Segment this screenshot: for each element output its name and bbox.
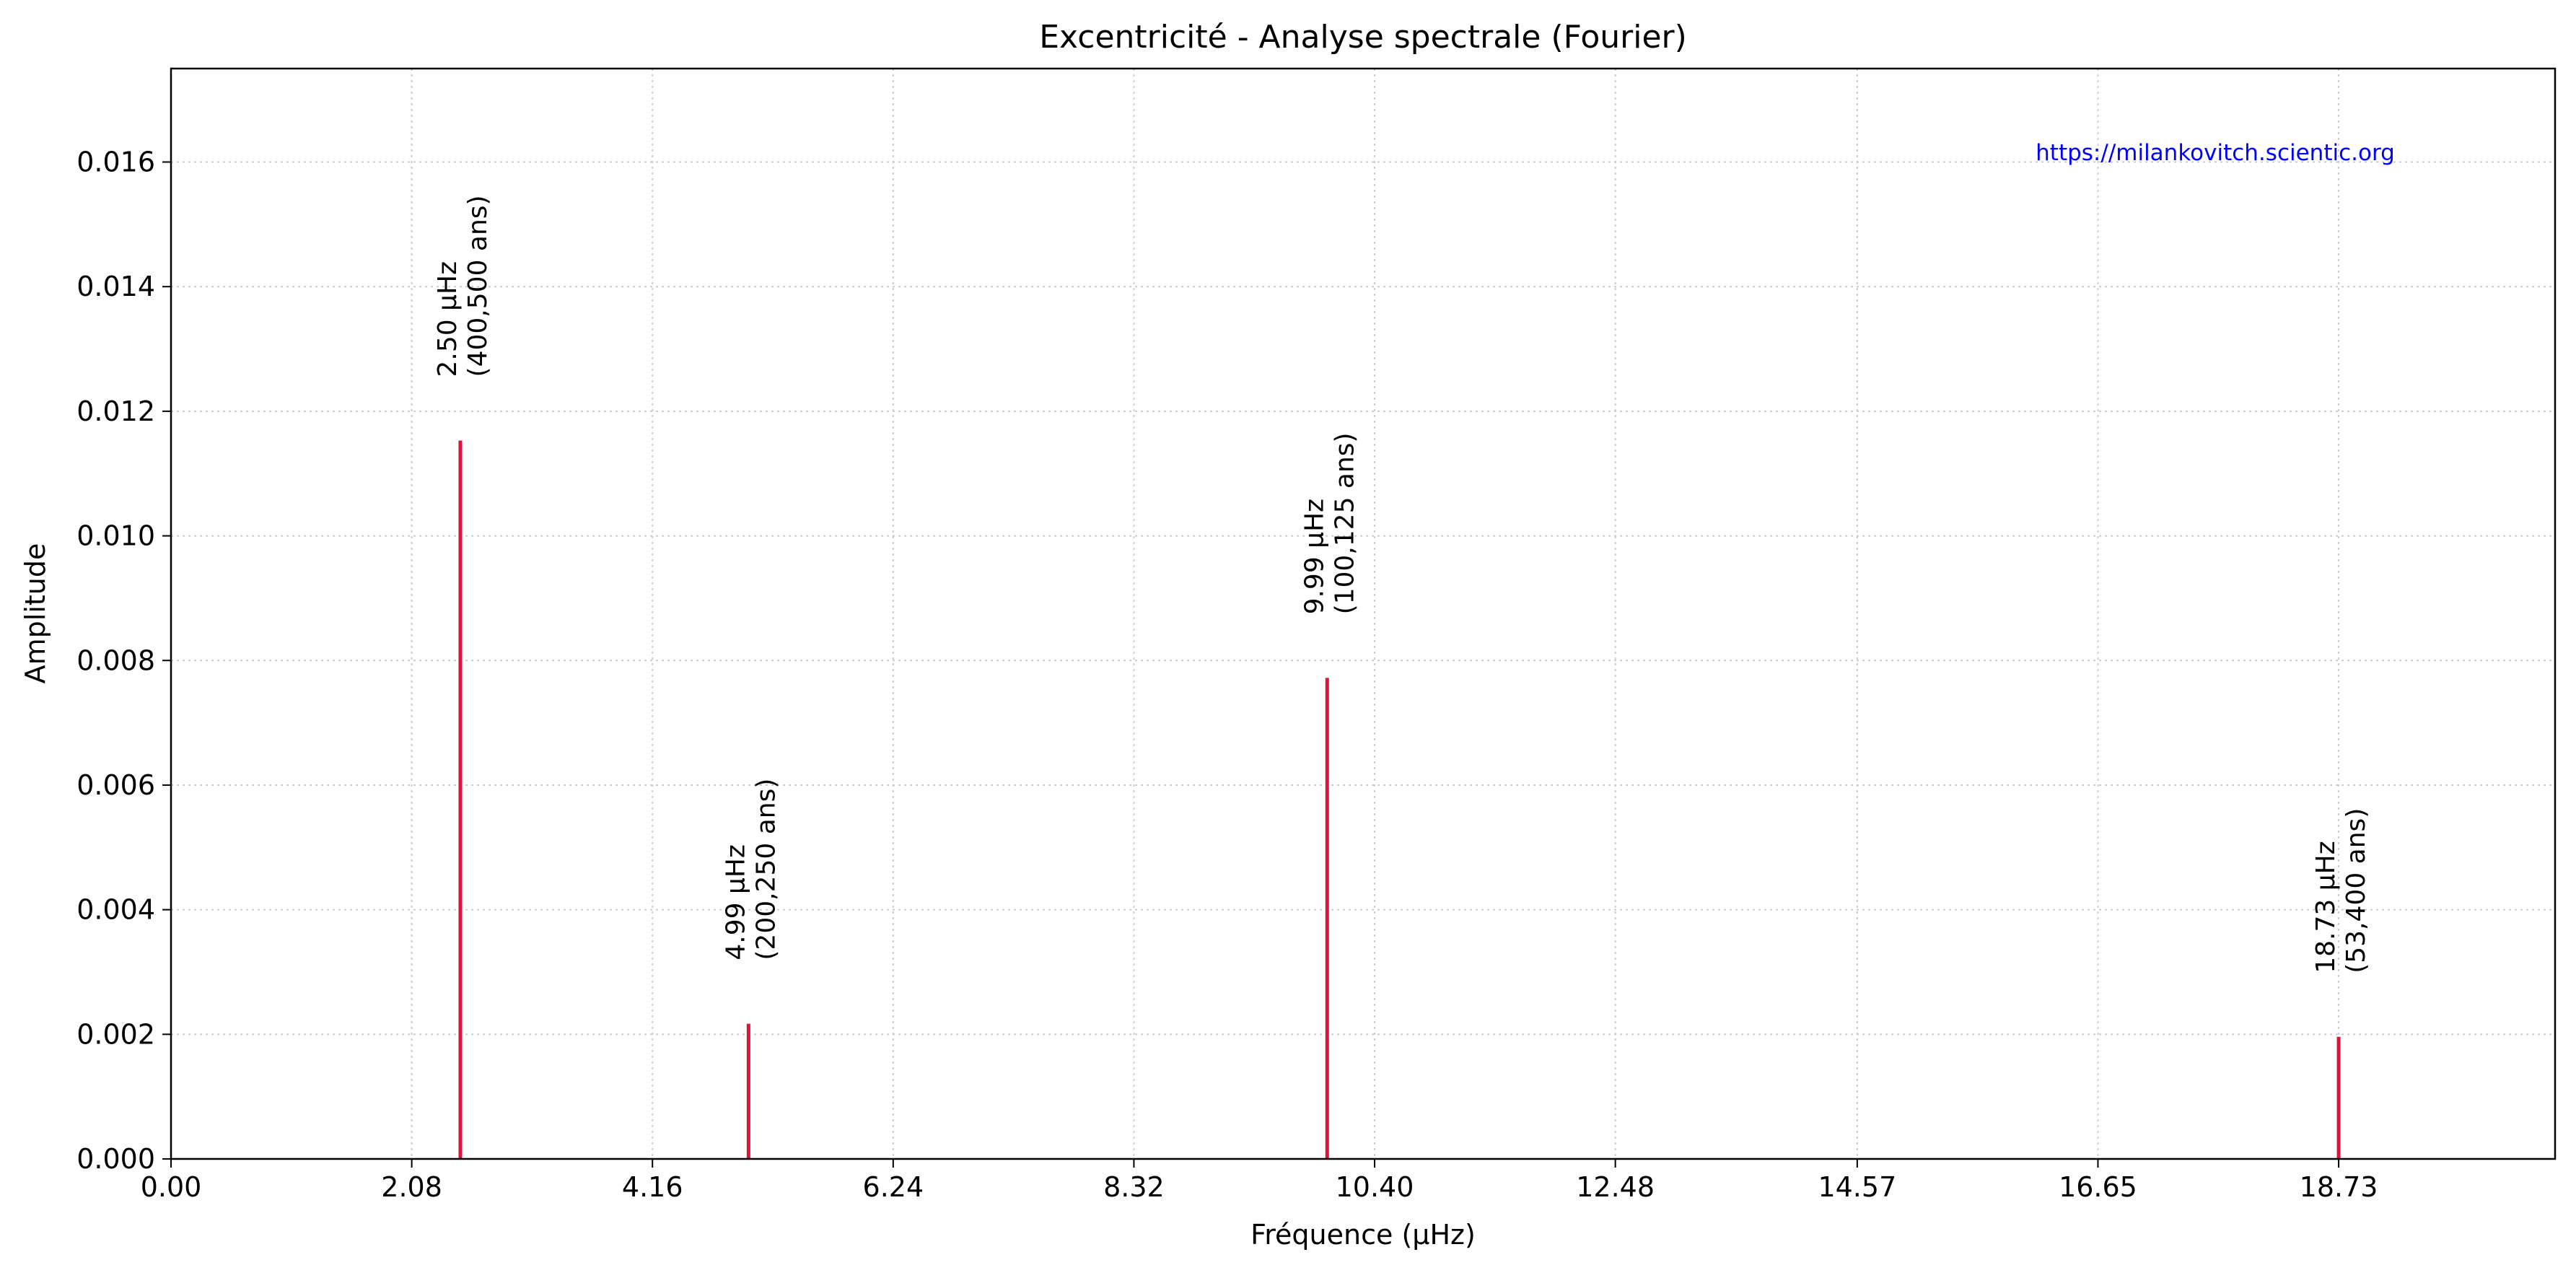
y-tick-label: 0.000: [76, 1143, 155, 1175]
peak-period-label: (200,250 ans): [751, 779, 781, 960]
x-tick-label: 2.08: [381, 1171, 442, 1203]
x-tick-label: 8.32: [1103, 1171, 1165, 1203]
y-tick-label: 0.010: [76, 520, 155, 552]
x-tick-label: 12.48: [1576, 1171, 1655, 1203]
x-tick-label: 14.57: [1818, 1171, 1896, 1203]
grid-layer: [171, 69, 2555, 1159]
chart-title: Excentricité - Analyse spectrale (Fourie…: [1039, 19, 1687, 56]
peak-period-label: (100,125 ans): [1330, 432, 1359, 614]
peak-frequency-label: 2.50 µHz: [433, 261, 463, 377]
y-tick-label: 0.008: [76, 644, 155, 676]
peak-period-label: (53,400 ans): [2341, 808, 2371, 973]
peak-frequency-label: 18.73 µHz: [2311, 841, 2341, 973]
watermark-link[interactable]: https://milankovitch.scientic.org: [2036, 140, 2395, 166]
peak-annotation: 2.50 µHz (400,500 ans): [433, 195, 493, 377]
peak-annotation: 18.73 µHz (53,400 ans): [2311, 808, 2371, 973]
peak-period-label: (400,500 ans): [463, 195, 493, 377]
peak-annotation: 4.99 µHz (200,250 ans): [721, 779, 781, 960]
peak-frequency-label: 9.99 µHz: [1300, 499, 1329, 614]
peak-frequency-label: 4.99 µHz: [721, 844, 750, 960]
x-tick-label: 6.24: [863, 1171, 924, 1203]
peak-annotation: 9.99 µHz (100,125 ans): [1300, 432, 1359, 614]
x-tick-label: 4.16: [622, 1171, 683, 1203]
y-tick-label: 0.006: [76, 769, 155, 801]
x-tick-label: 0.00: [141, 1171, 202, 1203]
x-axis-label: Fréquence (µHz): [1250, 1219, 1476, 1251]
y-tick-label: 0.004: [76, 894, 155, 926]
annotation-layer: 2.50 µHz (400,500 ans) 4.99 µHz (200,250 an…: [433, 195, 2371, 973]
bars-layer: [458, 440, 2341, 1159]
y-tick-label: 0.002: [76, 1018, 155, 1050]
axis-layer: 0.00 2.08 4.16 6.24 8.32 10.40 12.48 14.57 16.65…: [76, 146, 2378, 1203]
y-axis-label: Amplitude: [19, 543, 51, 684]
plot-frame: [170, 67, 2557, 1160]
x-tick-label: 10.40: [1336, 1171, 1414, 1203]
x-tick-label: 18.73: [2300, 1171, 2378, 1203]
y-tick-label: 0.014: [76, 271, 155, 302]
y-tick-label: 0.016: [76, 146, 155, 178]
x-tick-label: 16.65: [2059, 1171, 2137, 1203]
y-tick-label: 0.012: [76, 395, 155, 427]
